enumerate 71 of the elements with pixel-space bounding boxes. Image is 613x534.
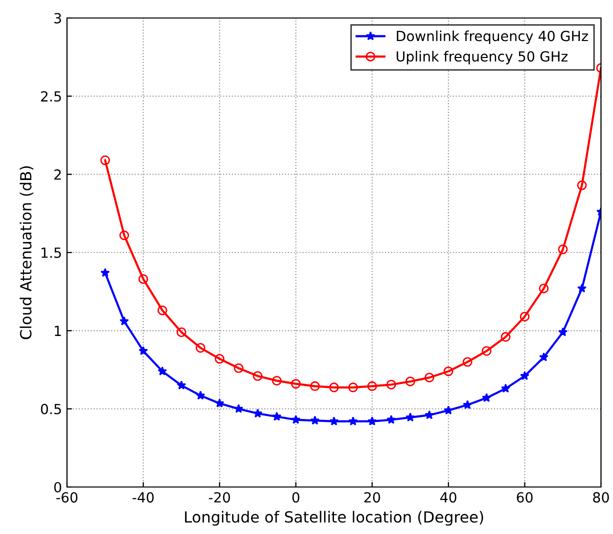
point: [558, 244, 568, 254]
y-tick-label: 1: [54, 326, 61, 336]
point: [214, 398, 224, 408]
point: [234, 404, 244, 413]
point: [100, 268, 110, 277]
point: [196, 390, 206, 400]
point: [253, 408, 262, 418]
point: [119, 230, 130, 240]
point: [176, 380, 186, 390]
legend-label: Downlink frequency 40 GHz: [396, 30, 588, 44]
x-tick-label: -40: [132, 492, 154, 503]
x-axis-title: Longitude of Satellite location (Degree): [185, 510, 484, 526]
point: [462, 400, 472, 409]
point: [272, 412, 282, 421]
x-tick-label: 60: [516, 492, 533, 503]
point: [329, 382, 339, 392]
y-tick-label: 2.5: [41, 91, 61, 102]
point: [577, 180, 587, 190]
point: [329, 416, 339, 426]
point: [214, 354, 224, 364]
x-tick-label: 20: [364, 492, 380, 503]
point: [424, 372, 434, 382]
point: [539, 352, 548, 362]
x-tick-label: 40: [440, 492, 456, 503]
point: [138, 346, 148, 356]
y-tick-label: 3: [54, 12, 62, 24]
point: [500, 332, 511, 342]
point: [558, 327, 568, 336]
point: [386, 414, 396, 424]
x-tick-label: 80: [593, 492, 609, 503]
y-tick-label: 1.5: [42, 248, 61, 258]
y-tick-label: 0.5: [40, 404, 61, 414]
point: [348, 416, 358, 426]
point: [310, 381, 320, 392]
x-tick-label: -60: [56, 492, 78, 503]
point: [196, 343, 206, 353]
point: [444, 366, 454, 376]
x-tick-label: 0: [292, 492, 300, 503]
y-axis-title: Cloud Attenuation (dB): [20, 166, 34, 340]
point: [406, 412, 415, 422]
y-tick-label: 0: [54, 482, 62, 492]
point: [482, 346, 492, 356]
point: [444, 406, 454, 414]
point: [158, 366, 168, 376]
point: [424, 410, 434, 420]
legend-label: Uplink frequency 50 GHz: [396, 50, 568, 64]
point: [348, 382, 358, 392]
point: [405, 376, 416, 386]
point: [138, 274, 148, 284]
point: [500, 384, 510, 393]
point: [100, 155, 110, 166]
point: [291, 414, 301, 424]
point: [234, 363, 244, 374]
point: [176, 327, 186, 338]
point: [462, 357, 472, 367]
point: [520, 312, 530, 322]
point: [386, 380, 396, 390]
point: [367, 381, 378, 392]
point: [538, 284, 549, 294]
point: [520, 371, 530, 380]
point: [290, 378, 301, 389]
point: [272, 376, 282, 386]
point: [577, 284, 587, 293]
point: [157, 305, 168, 316]
point: [120, 316, 129, 326]
y-tick-label: 2: [54, 169, 61, 180]
x-tick-label: -20: [208, 492, 230, 503]
point: [367, 416, 377, 426]
point: [310, 416, 320, 425]
point: [482, 393, 492, 402]
point: [252, 371, 263, 381]
